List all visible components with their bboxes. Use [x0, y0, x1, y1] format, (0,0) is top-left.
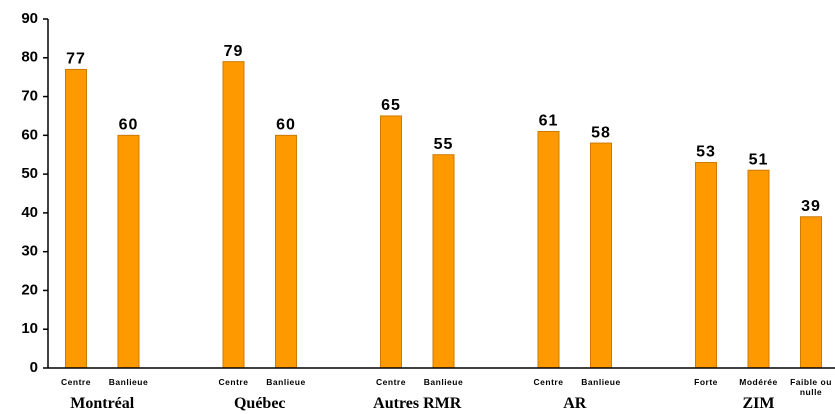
bar	[800, 216, 822, 369]
x-tick-label: Centre	[533, 377, 564, 387]
x-tick-label: Centre	[61, 377, 91, 387]
y-tick-label: 0	[30, 359, 38, 376]
x-tick-label: Banlieue	[108, 377, 149, 387]
bar	[432, 154, 455, 369]
bar	[747, 169, 770, 369]
bar	[380, 115, 402, 369]
bar	[590, 142, 612, 369]
bar	[275, 134, 297, 369]
group-label: Montréal	[70, 395, 135, 412]
group-label: ZIM	[742, 395, 775, 412]
group-label: Québec	[233, 395, 286, 412]
x-tick-label: Modérée	[739, 377, 778, 387]
value-label: 53	[696, 144, 716, 161]
group-label: Autres RMR	[373, 395, 462, 412]
bar	[695, 161, 717, 369]
x-tick-label: Banlieue	[581, 377, 621, 387]
value-label: 79	[224, 43, 244, 60]
group-label: AR	[563, 395, 587, 412]
x-tick-label: Centre	[218, 377, 249, 387]
x-tick-label: Faible ou nulle	[790, 377, 832, 397]
bar	[222, 61, 245, 369]
y-tick-label: 40	[21, 204, 38, 221]
y-tick-label: 50	[21, 165, 38, 182]
value-label: 60	[276, 117, 296, 134]
value-label: 39	[801, 198, 821, 215]
bar	[65, 68, 87, 369]
value-label: 61	[539, 113, 559, 130]
y-tick-label: 20	[21, 281, 38, 298]
x-tick-label: Banlieue	[423, 377, 464, 387]
bar	[117, 134, 140, 369]
bar	[537, 130, 560, 369]
x-tick-label: Banlieue	[266, 377, 306, 387]
y-tick-label: 90	[21, 10, 38, 27]
y-tick-label: 80	[21, 49, 38, 66]
y-tick-label: 60	[21, 126, 38, 143]
y-tick-label: 30	[21, 243, 38, 260]
value-label: 77	[66, 51, 86, 68]
value-label: 58	[591, 124, 611, 141]
value-label: 55	[434, 136, 454, 153]
value-label: 51	[749, 151, 769, 168]
y-tick-label: 10	[21, 320, 38, 337]
y-tick-label: 70	[21, 88, 38, 105]
x-tick-label: Forte	[694, 377, 718, 387]
value-label: 65	[381, 97, 401, 114]
x-tick-label: Centre	[376, 377, 406, 387]
value-label: 60	[119, 117, 139, 134]
